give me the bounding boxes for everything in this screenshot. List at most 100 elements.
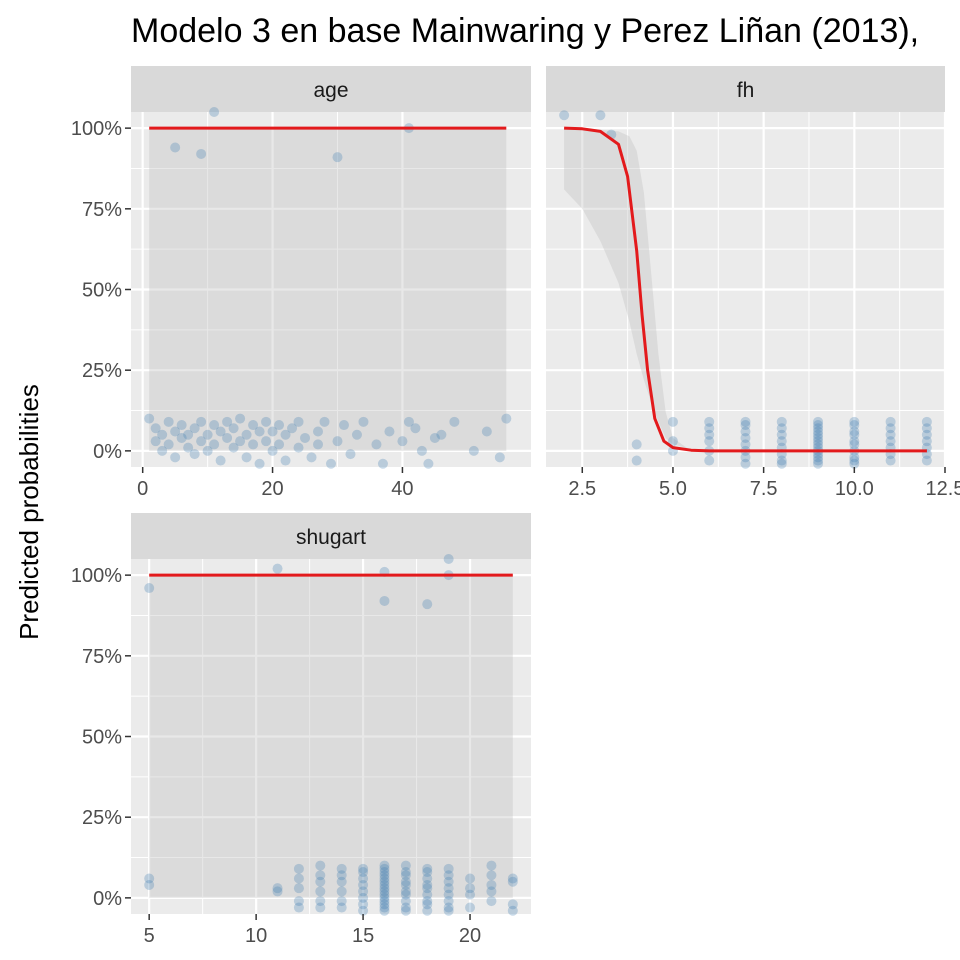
data-point <box>507 873 518 884</box>
facet-strip <box>131 513 531 559</box>
data-point <box>379 896 390 907</box>
data-point <box>481 426 492 437</box>
data-point <box>379 892 390 903</box>
data-point <box>293 416 304 427</box>
data-point <box>813 439 824 450</box>
data-point <box>465 889 476 900</box>
data-point <box>400 886 411 897</box>
data-point <box>315 886 326 897</box>
data-point <box>443 896 454 907</box>
data-point <box>400 879 411 890</box>
data-point <box>813 452 824 463</box>
data-point <box>336 902 347 913</box>
data-point <box>254 426 265 437</box>
confidence-band <box>564 128 927 451</box>
data-point <box>332 436 343 447</box>
data-point <box>254 458 265 469</box>
data-point <box>704 429 715 440</box>
data-point <box>813 458 824 469</box>
data-point <box>157 445 168 456</box>
data-point <box>202 429 213 440</box>
data-point <box>921 429 932 440</box>
data-point <box>336 886 347 897</box>
data-point <box>400 870 411 881</box>
data-point <box>202 445 213 456</box>
data-point <box>813 436 824 447</box>
data-point <box>740 432 751 443</box>
data-point <box>189 423 200 434</box>
data-point <box>422 599 433 610</box>
data-point <box>443 883 454 894</box>
data-point <box>379 595 390 606</box>
data-point <box>228 423 239 434</box>
data-point <box>235 436 246 447</box>
data-point <box>336 896 347 907</box>
data-point <box>921 436 932 447</box>
data-point <box>306 452 317 463</box>
data-point <box>170 452 181 463</box>
confidence-band <box>149 575 513 898</box>
data-point <box>379 860 390 871</box>
data-point <box>849 420 860 431</box>
data-point <box>667 436 678 447</box>
data-point <box>280 455 291 466</box>
facet-strip-label: age <box>313 79 348 102</box>
data-point <box>144 873 155 884</box>
data-point <box>443 554 454 564</box>
y-tick-label: 25% <box>82 360 122 382</box>
data-point <box>358 886 369 897</box>
data-point <box>486 860 497 871</box>
data-point <box>422 863 433 874</box>
data-point <box>849 436 860 447</box>
data-point <box>436 429 447 440</box>
data-point <box>400 905 411 916</box>
data-point <box>443 905 454 916</box>
data-point <box>813 423 824 434</box>
data-point <box>338 420 349 431</box>
data-point <box>144 583 155 594</box>
data-point <box>196 436 207 447</box>
data-point <box>293 873 304 884</box>
data-point <box>486 886 497 897</box>
data-point <box>885 429 896 440</box>
data-point <box>248 439 259 450</box>
panel-fh: fh 2.5 5.0 7.5 10.0 12.5 <box>546 66 960 500</box>
data-point <box>465 873 476 884</box>
data-point <box>377 458 388 469</box>
data-point <box>704 416 715 427</box>
data-point <box>358 899 369 910</box>
data-point <box>313 439 324 450</box>
data-point <box>631 455 642 466</box>
data-point <box>704 455 715 466</box>
data-point <box>885 436 896 447</box>
y-tick-label: 100% <box>71 118 122 140</box>
y-tick-label: 50% <box>82 727 122 749</box>
data-point <box>274 439 285 450</box>
data-point <box>379 902 390 913</box>
x-tick-label: 10 <box>245 925 267 947</box>
data-point <box>740 416 751 427</box>
data-point <box>209 420 220 431</box>
data-point <box>222 432 233 443</box>
data-point <box>422 873 433 884</box>
data-point <box>400 876 411 887</box>
data-point <box>465 883 476 894</box>
data-point <box>287 423 298 434</box>
data-point <box>776 423 787 434</box>
data-point <box>468 445 479 456</box>
data-point <box>293 883 304 894</box>
data-point <box>379 883 390 894</box>
data-point <box>397 436 408 447</box>
data-point <box>274 420 285 431</box>
data-point <box>222 416 233 427</box>
x-tick-label: 7.5 <box>750 478 778 500</box>
data-point <box>293 442 304 453</box>
data-point <box>422 905 433 916</box>
data-point <box>336 870 347 881</box>
data-point <box>400 902 411 913</box>
data-point <box>776 436 787 447</box>
data-point <box>150 423 161 434</box>
data-point <box>849 452 860 463</box>
data-point <box>443 863 454 874</box>
data-point <box>776 455 787 466</box>
